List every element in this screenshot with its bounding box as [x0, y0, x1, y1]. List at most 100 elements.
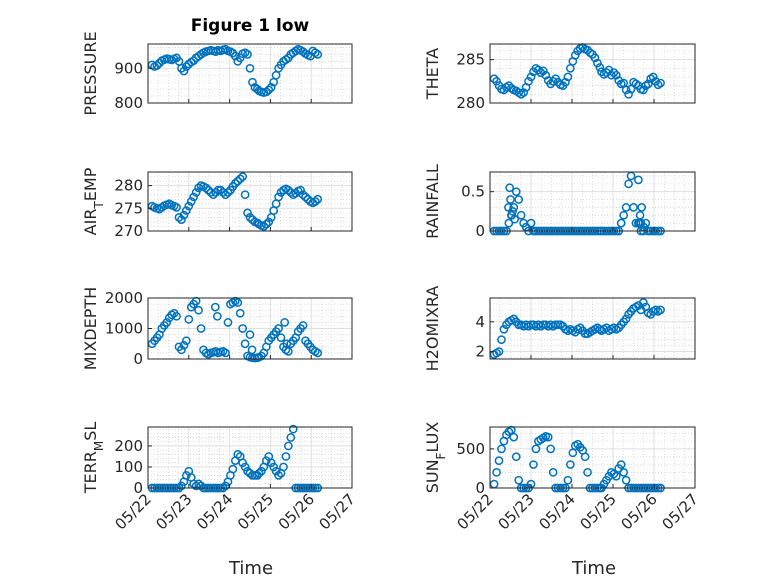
data-point — [233, 298, 243, 307]
data-point — [233, 449, 243, 459]
data-point — [204, 185, 213, 195]
x-tick-label: 05/24 — [193, 490, 236, 533]
data-point — [216, 185, 225, 195]
y-tick-label: 4 — [475, 313, 485, 331]
data-point — [228, 464, 238, 474]
y-tick-label: 200 — [114, 437, 143, 455]
data-point — [638, 85, 648, 95]
data-point — [621, 314, 631, 324]
data-point — [182, 336, 191, 346]
data-point — [509, 432, 519, 442]
data-point — [593, 58, 602, 68]
data-point — [313, 194, 323, 204]
data-point — [254, 468, 264, 478]
data-point — [274, 324, 283, 333]
data-point — [505, 183, 515, 193]
data-point — [580, 452, 590, 462]
data-point — [206, 188, 216, 197]
data-point — [235, 308, 245, 318]
x-tick-label: 05/26 — [618, 490, 661, 533]
data-point — [563, 72, 573, 82]
data-point — [243, 466, 252, 476]
data-point — [179, 340, 189, 350]
data-point — [631, 218, 641, 228]
data-point — [296, 185, 305, 195]
data-point — [191, 188, 201, 197]
data-point — [184, 201, 194, 211]
data-point — [276, 333, 286, 342]
data-point — [546, 444, 556, 454]
data-point — [504, 218, 514, 228]
data-point — [182, 471, 191, 480]
y-tick-label: 900 — [114, 59, 143, 77]
data-point — [213, 185, 223, 195]
data-point — [511, 452, 521, 462]
y-axis-label: PRESSURE — [81, 31, 100, 115]
data-point — [245, 63, 255, 73]
subplot-theta: 280 285 THETA — [423, 43, 696, 112]
data-point — [235, 174, 245, 184]
data-point — [504, 81, 514, 90]
data-point — [240, 190, 250, 200]
axes-frame — [147, 43, 353, 104]
y-tick-label: 2000 — [105, 289, 143, 307]
x-axis-label-left: Time — [228, 558, 273, 579]
axes-frame — [489, 426, 696, 489]
axes-frame — [147, 426, 353, 489]
y-tick-label: 275 — [114, 199, 143, 217]
axes-frame — [489, 297, 696, 360]
data-point — [213, 311, 222, 321]
data-point — [621, 475, 631, 485]
data-point — [238, 324, 248, 333]
data-point — [248, 77, 257, 87]
data-point — [570, 50, 580, 60]
data-point — [177, 215, 186, 225]
data-point — [499, 324, 509, 334]
data-point — [274, 192, 283, 202]
data-point — [611, 471, 621, 481]
x-tick-label: 05/25 — [577, 490, 620, 533]
data-point — [259, 222, 269, 231]
data-point — [634, 218, 644, 228]
data-point — [218, 188, 228, 197]
data-point — [619, 210, 629, 220]
data-point — [566, 460, 575, 469]
data-point — [245, 213, 255, 222]
data-point — [621, 85, 631, 95]
data-point — [494, 347, 504, 356]
data-point — [624, 89, 633, 99]
data-point — [257, 466, 266, 476]
data-point — [279, 462, 288, 472]
y-tick-label: 100 — [114, 458, 143, 476]
data-point — [182, 206, 191, 215]
figure-title: Figure 1 low — [191, 16, 310, 36]
data-point — [221, 190, 230, 200]
data-point — [497, 444, 506, 454]
data-point — [509, 203, 519, 212]
data-point — [172, 203, 181, 212]
data-point — [223, 318, 233, 327]
data-point — [208, 190, 218, 200]
data-point — [643, 79, 653, 89]
y-tick-label: 285 — [456, 51, 485, 69]
data-point — [286, 433, 296, 442]
y-tick-label: 1000 — [105, 320, 143, 338]
data-point — [619, 468, 629, 477]
data-point — [274, 471, 283, 480]
subplot-terr-msl: 010020005/2205/2305/2405/2505/2605/27TER… — [81, 422, 359, 534]
data-point — [182, 62, 191, 71]
data-point — [243, 208, 252, 218]
data-point — [172, 311, 181, 321]
data-point — [607, 70, 616, 80]
data-point — [656, 78, 665, 88]
data-point — [611, 70, 621, 80]
data-point — [230, 51, 240, 61]
data-point — [269, 462, 279, 472]
x-tick-label: 05/23 — [152, 490, 195, 533]
data-point — [233, 176, 243, 186]
data-point — [152, 61, 162, 70]
data-point — [624, 179, 633, 189]
y-axis-label: AIRTEMP — [81, 167, 106, 235]
data-point — [553, 320, 563, 330]
subplot-air-temp: 270 275 280 AIRTEMP — [81, 167, 353, 240]
